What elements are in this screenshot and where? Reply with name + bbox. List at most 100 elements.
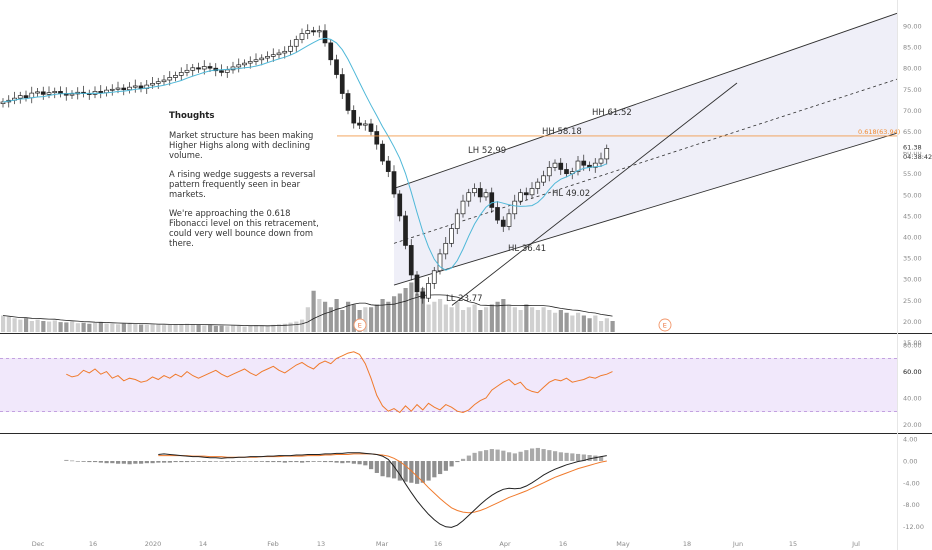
volume-bar [12,318,17,332]
rsi-band [0,358,897,412]
volume-bar [81,322,86,332]
macd-histogram-bar [599,456,604,461]
candle-body [109,88,115,91]
annotation-label: HL 49.02 [552,189,590,199]
macd-histogram-bar [587,455,592,461]
macd-histogram-bar [346,461,351,463]
volume-bar [564,312,569,332]
notes-title: Thoughts [169,111,215,121]
macd-histogram-bar [426,461,431,481]
macd-histogram-bar [340,461,345,464]
volume-bar [121,323,126,332]
volume-bar [225,326,230,332]
candle-body [437,253,443,272]
candle-body [552,162,558,168]
macd-histogram-bar [478,451,483,461]
candle-body [598,158,604,164]
volume-bar [489,304,494,332]
volume-bar [380,299,385,332]
volume-bar [369,307,374,332]
candle-body [299,33,305,40]
channel-fill [394,13,897,286]
axes: 90.00 85.00 80.00 75.00 70.00 65.00 60.00 55.00… [32,0,932,550]
macd-histogram-bar [282,461,287,463]
macd-histogram-bar [524,450,529,461]
volume-bar [98,322,103,332]
macd-histogram-bar [518,451,523,461]
candle-body [293,39,299,47]
macd-histogram-bar [357,461,362,465]
volume-bar [484,307,489,332]
volume-bar [162,325,167,332]
candle-body [506,213,512,227]
macd-histogram-bar [156,461,161,463]
macd-histogram-bar [564,452,569,461]
fib-label: 0.618(63.94) [858,128,900,136]
macd-histogram-bar [570,453,575,461]
volume-bar [524,304,529,332]
macd-histogram-bar [110,461,115,464]
volume-bar [501,299,506,332]
macd-histogram-bar [351,461,356,464]
time-axis-tick: 2020 [145,540,162,548]
earnings-marker-label: E [358,322,362,330]
candle-body [408,245,414,276]
volume-bar [507,304,512,332]
macd-histogram-bar [277,461,282,463]
time-axis-tick: Feb [267,540,279,548]
candle-body [345,93,351,111]
volume-bar [231,325,236,332]
macd-histogram-bar [374,461,379,473]
volume-bar [156,324,161,332]
macd-histogram-bar [162,461,167,463]
volume-bar [24,318,29,332]
volume-bar [75,323,80,332]
volume-bar [403,288,408,332]
volume-bar [110,323,115,332]
candle-body [454,213,460,229]
candle-body [328,42,334,61]
volume-bar [70,321,75,332]
volume-ma-line [2,294,613,327]
macd-histogram-bar [380,461,385,477]
volume-bar [438,299,443,332]
candle-body [339,74,345,94]
macd-histogram-bar [173,461,178,463]
price-axis-tick: 85.00 [903,44,922,52]
regression-channel [393,12,898,286]
candle-body [374,131,380,145]
candle-body [357,122,362,126]
macd-histogram-bar [415,461,420,484]
price-axis-tick: 30.00 [903,276,922,284]
macd-histogram-bar [225,461,230,462]
candle-body [219,70,224,73]
candle-body [512,200,518,215]
time-axis-tick: Mar [376,540,389,548]
notes-paragraph-1: Market structure has been making Higher … [169,130,314,160]
price-axis-tick: 80.00 [903,65,922,73]
trendline [451,82,738,306]
candle-body [495,207,500,221]
volume-bar [294,321,299,332]
macd-histogram-bar [558,452,563,461]
volume-bar [610,321,615,332]
time-axis-tick: May [616,540,630,548]
volume-bar [495,301,500,332]
macd-histogram-bar [397,461,402,481]
volume-bar [208,325,213,332]
macd-histogram-bar [363,461,368,466]
candle-body [270,54,276,57]
candle-body [581,160,587,166]
candle-body [98,91,104,94]
rsi-line [66,351,613,414]
rsi-axis-tick: 60.00 [903,368,922,376]
volume-bar [116,324,121,332]
channel-lower [393,132,898,286]
candle-body [305,30,311,34]
volume-bar [351,304,356,332]
volume-bar [466,307,471,332]
macd-histogram-bar [541,449,546,461]
candle-body [523,192,529,196]
candle-body [575,160,581,172]
price-axis-tick: 35.00 [903,255,922,263]
